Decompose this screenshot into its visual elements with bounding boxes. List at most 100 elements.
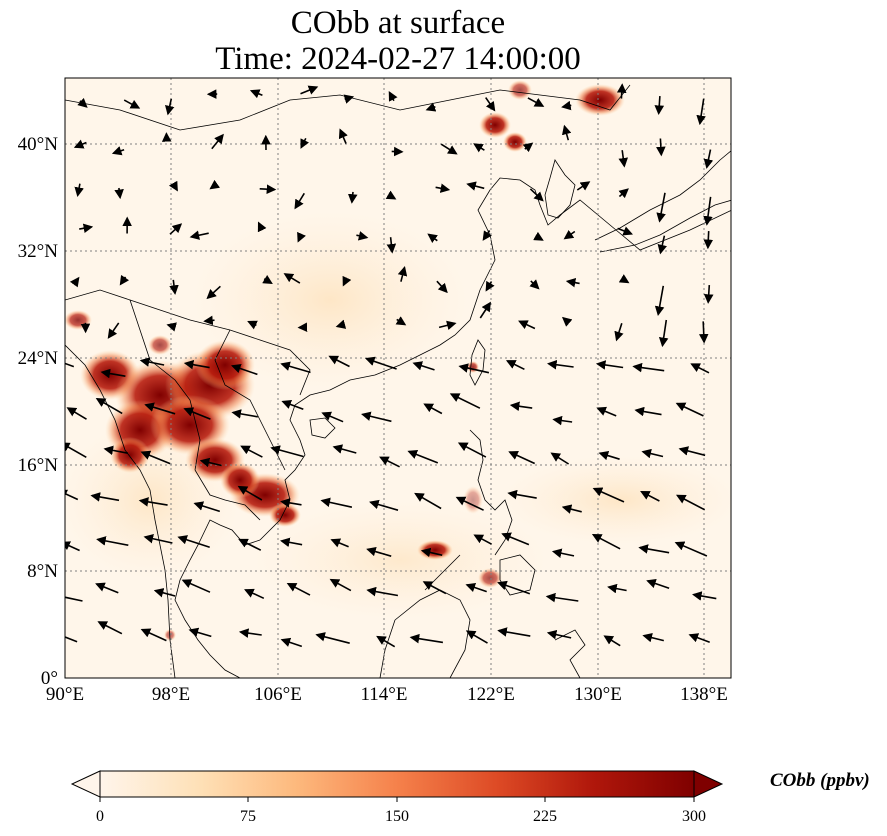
wind-arrow	[244, 588, 265, 600]
wind-arrow	[435, 183, 451, 193]
wind-arrow	[366, 546, 392, 557]
andaman-coast	[65, 344, 176, 678]
wind-arrow	[409, 633, 444, 644]
wind-arrow	[74, 183, 84, 197]
wind-arrow	[703, 231, 714, 250]
sulawesi	[554, 629, 586, 678]
wind-arrow	[211, 133, 224, 150]
lon-tick-label: 122°E	[467, 684, 515, 705]
colorbar-ticks	[99, 797, 695, 802]
wind-arrow	[436, 280, 448, 294]
wind-arrow	[509, 401, 533, 412]
wind-arrow	[281, 399, 304, 411]
wind-arrow	[507, 489, 537, 500]
wind-arrow	[576, 181, 591, 191]
wind-arrow	[598, 450, 620, 461]
wind-arrow	[545, 592, 579, 603]
wind-arrow	[95, 582, 119, 594]
wind-arrow	[320, 497, 353, 508]
wind-arrow	[414, 492, 442, 510]
wind-arrow	[423, 403, 443, 415]
wind-arrow	[547, 359, 574, 370]
colorbar-max-extend	[693, 770, 724, 798]
wind-arrow	[280, 637, 303, 648]
wind-arrow	[703, 196, 713, 226]
lon-tick-label: 138°E	[680, 684, 728, 705]
wind-arrow	[270, 445, 304, 458]
wind-arrow	[177, 535, 210, 549]
wind-arrow	[438, 320, 457, 331]
lon-tick-label: 106°E	[254, 684, 302, 705]
wind-arrow	[65, 489, 79, 501]
wind-arrow	[366, 586, 399, 597]
wind-arrow	[638, 544, 670, 554]
wind-arrow	[385, 190, 397, 200]
wind-arrow	[692, 591, 717, 601]
wind-arrow	[674, 541, 708, 557]
korea	[544, 159, 576, 219]
wind-arrow	[376, 635, 396, 648]
wind-arrow	[262, 274, 273, 285]
wind-arrow	[188, 627, 212, 638]
wind-arrow	[703, 285, 714, 304]
wind-arrow	[181, 579, 211, 593]
wind-arrow	[618, 188, 629, 199]
wind-arrow	[90, 492, 120, 502]
lat-tick-label: 32°N	[18, 241, 59, 262]
wind-arrow	[199, 457, 222, 468]
wind-arrow	[440, 143, 458, 155]
wind-arrow	[614, 322, 624, 342]
wind-arrow	[596, 406, 617, 417]
wind-arrow	[457, 442, 487, 458]
wind-arrow	[657, 235, 667, 255]
wind-arrow	[675, 494, 706, 511]
wind-arrow	[230, 363, 258, 376]
wind-arrow	[388, 90, 398, 102]
wind-arrow	[646, 578, 670, 590]
wind-arrow	[183, 359, 210, 370]
wind-arrow	[533, 231, 544, 241]
lat-tick-label: 8°N	[27, 561, 58, 582]
wind-arrow	[342, 275, 352, 287]
lon-tick-label: 114°E	[361, 684, 408, 705]
wind-arrow	[565, 277, 580, 288]
wind-arrow	[73, 139, 87, 149]
wind-arrow	[283, 273, 301, 284]
wind-arrow	[257, 221, 267, 233]
lat-tick-label: 0°	[41, 668, 58, 689]
wind-arrow	[552, 415, 573, 426]
wind-arrow	[427, 233, 438, 243]
wind-arrow	[144, 402, 176, 415]
colorbar-tick-label: 300	[682, 808, 706, 825]
wind-arrow	[249, 89, 263, 99]
wind-arrow	[338, 128, 348, 144]
lat-tick-label: 40°N	[18, 134, 59, 155]
wind-arrow	[508, 450, 536, 465]
wind-arrow	[119, 274, 130, 286]
wind-arrow	[592, 487, 625, 503]
wind-arrow	[529, 188, 544, 202]
wind-arrow	[294, 192, 305, 210]
wind-arrow	[238, 628, 262, 638]
wind-arrow	[321, 411, 344, 423]
japan	[594, 150, 731, 253]
colorbar: 0 75 150 225 300	[70, 770, 724, 825]
wind-arrow	[616, 83, 627, 99]
wind-arrow	[497, 627, 531, 637]
wind-arrow	[65, 596, 83, 602]
wind-arrow	[206, 285, 221, 300]
wind-arrow	[420, 547, 443, 558]
wind-arrow	[607, 583, 627, 594]
wind-arrow	[529, 279, 540, 290]
colorbar-label: CObb (ppbv)	[770, 770, 870, 791]
wind-arrow	[123, 99, 141, 109]
myanmar-border	[129, 299, 201, 471]
wind-arrow	[237, 485, 263, 501]
colorbar-tick-label: 150	[385, 808, 409, 825]
wind-arrow	[140, 628, 167, 642]
wind-arrow	[527, 97, 545, 107]
wind-arrow	[640, 490, 660, 502]
colorbar-tick-label: 225	[533, 808, 557, 825]
wind-arrow	[458, 363, 490, 374]
wind-arrow	[364, 356, 397, 370]
